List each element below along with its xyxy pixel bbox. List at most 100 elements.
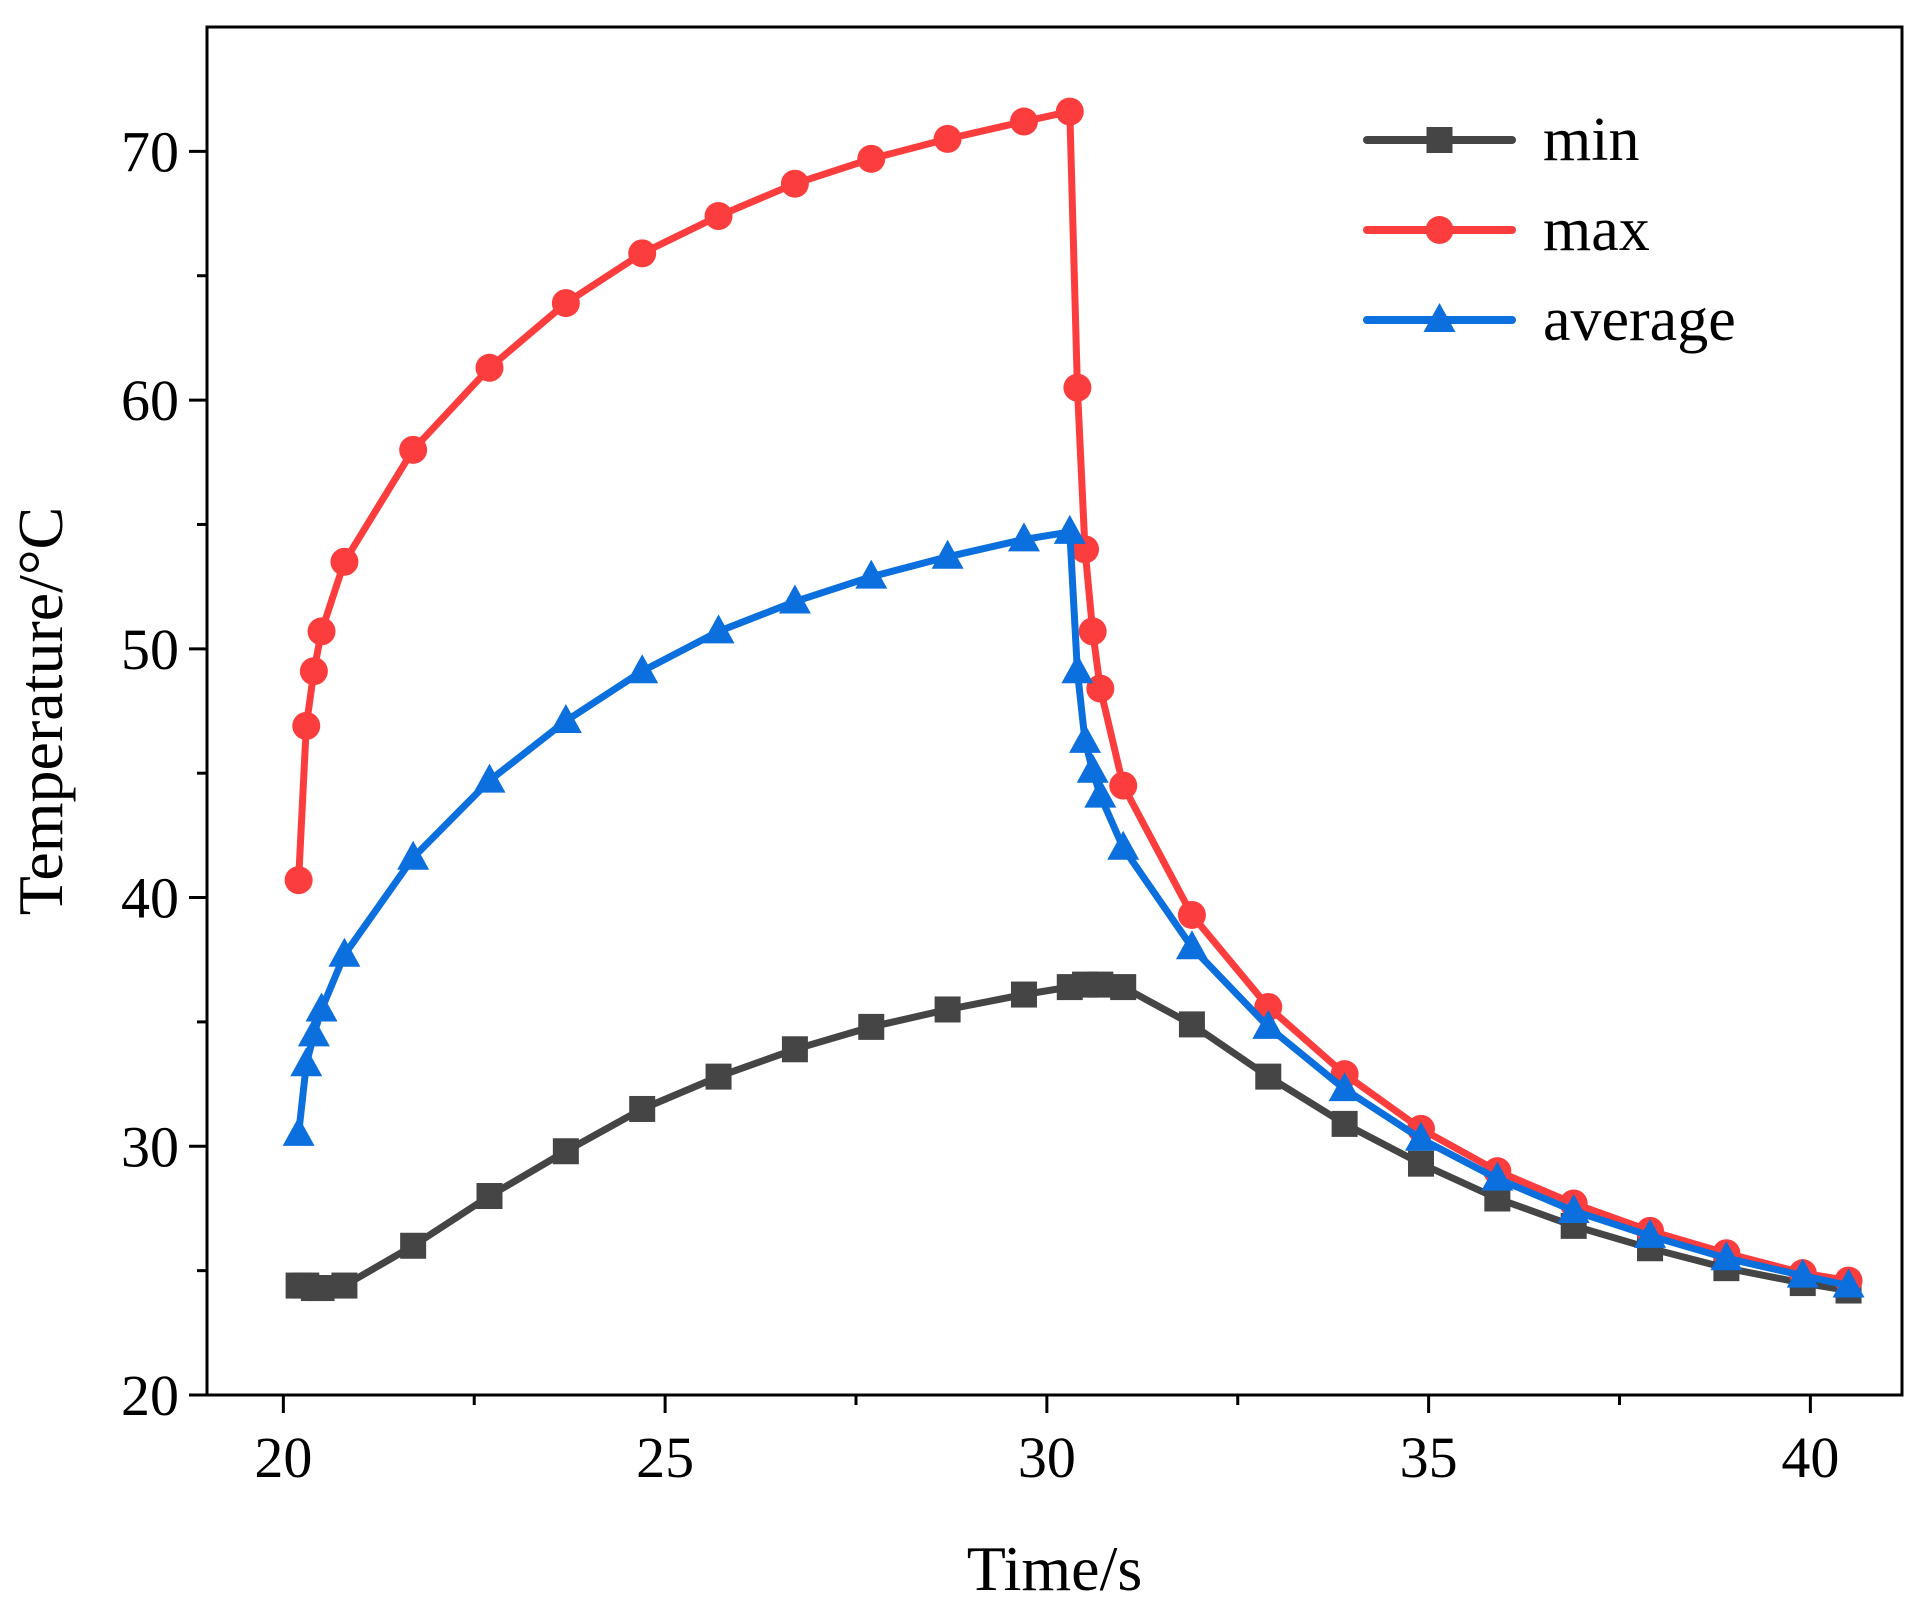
data-point-min	[476, 1183, 503, 1210]
data-point-min	[331, 1272, 358, 1299]
x-tick-label: 20	[254, 1425, 312, 1490]
series-layer	[282, 97, 1865, 1304]
data-point-min	[1087, 971, 1114, 998]
data-point-max	[1009, 107, 1038, 136]
x-tick-label: 35	[1400, 1425, 1458, 1490]
data-point-average	[702, 614, 735, 644]
plot-frame	[205, 25, 1904, 1397]
series-average	[282, 514, 1865, 1298]
legend-marker-min	[1426, 127, 1453, 153]
y-tick-label: 70	[121, 119, 179, 184]
data-point-max	[475, 353, 504, 382]
data-point-min	[858, 1013, 885, 1040]
data-point-max	[1063, 373, 1092, 402]
data-point-average	[1175, 930, 1208, 960]
data-point-average	[855, 559, 888, 589]
data-point-max	[399, 435, 428, 464]
data-point-average	[931, 539, 964, 569]
data-point-average	[1786, 1258, 1819, 1288]
axes-layer: 20 25 30 35 40 20 30 40 50 60 70	[121, 25, 1904, 1490]
legend-entry-min: min	[1363, 106, 1639, 174]
y-tick-label: 30	[121, 1114, 179, 1179]
data-point-max	[330, 547, 359, 576]
data-point-average	[1328, 1072, 1361, 1102]
legend-marker-max	[1425, 216, 1454, 244]
data-point-max	[933, 124, 962, 153]
data-point-average	[1710, 1241, 1743, 1271]
series-min	[285, 971, 1862, 1304]
y-tick-label: 60	[121, 368, 179, 433]
data-point-average	[1634, 1218, 1667, 1248]
series-line-min	[295, 981, 1853, 1294]
data-point-min	[1407, 1150, 1434, 1177]
data-point-average	[1832, 1268, 1865, 1298]
data-point-max	[307, 617, 336, 646]
legend: min max average	[1363, 106, 1736, 354]
data-point-max	[1078, 617, 1107, 646]
data-point-average	[1007, 522, 1040, 552]
data-point-average	[549, 703, 582, 733]
data-point-min	[1331, 1110, 1358, 1137]
data-point-average	[305, 992, 338, 1022]
y-tick-label: 20	[121, 1363, 179, 1428]
series-line-average	[295, 528, 1853, 1290]
data-point-average	[290, 1047, 323, 1077]
data-point-max	[780, 169, 809, 198]
data-point-average	[1404, 1121, 1437, 1151]
data-point-min	[400, 1232, 427, 1259]
data-point-average	[397, 840, 430, 870]
data-point-max	[628, 239, 657, 268]
data-point-average	[626, 654, 659, 684]
data-point-max	[1177, 900, 1206, 929]
data-point-average	[1084, 778, 1117, 808]
data-point-min	[1178, 1011, 1205, 1038]
legend-label-max: max	[1543, 196, 1650, 264]
data-point-average	[1481, 1161, 1514, 1191]
x-axis-title: Time/s	[967, 1533, 1143, 1604]
data-point-max	[1055, 97, 1084, 126]
data-point-min	[1010, 981, 1037, 1008]
data-point-average	[1061, 654, 1094, 684]
data-point-max	[857, 144, 886, 173]
data-point-min	[308, 1275, 335, 1302]
data-point-max	[292, 711, 321, 740]
data-point-average	[778, 584, 811, 614]
x-tick-label: 30	[1018, 1425, 1076, 1490]
data-point-max	[1109, 771, 1138, 800]
data-point-average	[328, 937, 361, 967]
data-point-average	[1053, 514, 1086, 544]
data-point-average	[282, 1116, 315, 1146]
data-point-average	[1076, 753, 1109, 783]
legend-label-min: min	[1543, 106, 1639, 174]
data-point-min	[1255, 1063, 1282, 1090]
data-point-min	[934, 996, 961, 1023]
data-point-min	[705, 1063, 732, 1090]
data-point-average	[473, 763, 506, 793]
x-tick-label: 40	[1781, 1425, 1839, 1490]
data-point-average	[1557, 1193, 1590, 1223]
y-tick-label: 40	[121, 866, 179, 931]
legend-marker-average	[1423, 303, 1456, 332]
legend-entry-max: max	[1363, 196, 1650, 264]
legend-entry-average: average	[1363, 286, 1736, 354]
data-point-min	[552, 1138, 579, 1165]
data-point-min	[781, 1036, 808, 1063]
data-point-min	[629, 1095, 656, 1122]
x-tick-label: 25	[636, 1425, 694, 1490]
y-axis-title: Temperature/°C	[5, 507, 76, 916]
data-point-max	[1086, 674, 1115, 703]
data-point-max	[1254, 992, 1283, 1021]
series-max	[284, 97, 1863, 1295]
data-point-min	[1110, 974, 1137, 1001]
data-point-average	[297, 1017, 330, 1047]
data-point-average	[1252, 1009, 1285, 1039]
legend-label-average: average	[1543, 286, 1736, 354]
y-tick-label: 50	[121, 617, 179, 682]
data-point-max	[284, 866, 313, 895]
data-point-max	[551, 289, 580, 318]
data-point-average	[1107, 830, 1140, 860]
data-point-max	[704, 202, 733, 231]
data-point-max	[299, 657, 328, 686]
data-point-average	[1069, 723, 1102, 753]
